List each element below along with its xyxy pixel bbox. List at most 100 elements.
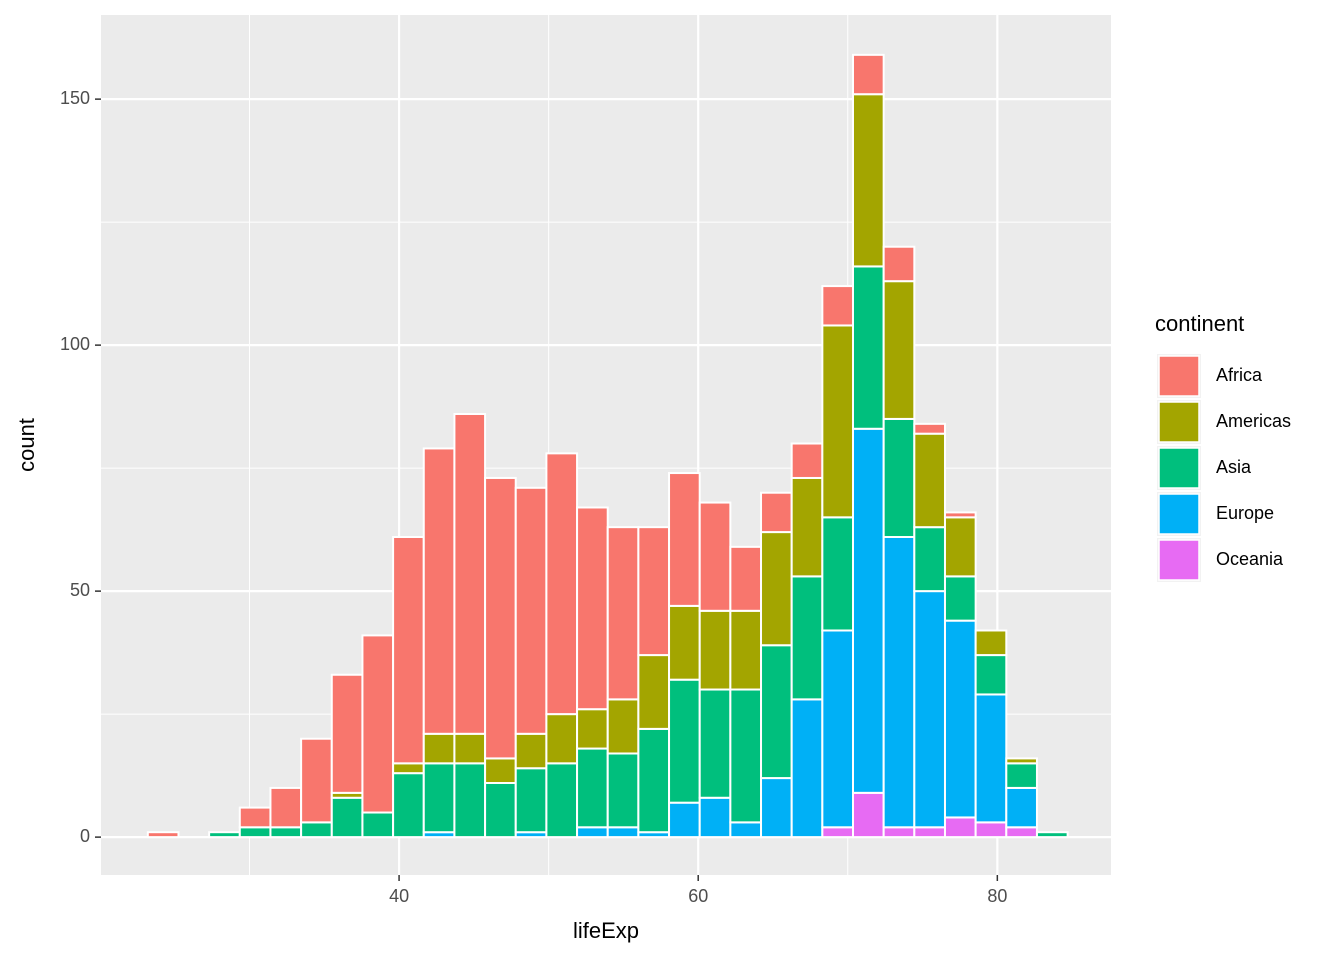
bar [882,280,916,420]
bar [1005,757,1038,765]
bar [974,629,1008,657]
legend-swatch [1158,493,1200,535]
bar [698,688,732,799]
y-tick-label: 50 [70,580,90,600]
legend-swatch [1158,355,1200,397]
legend-label: Europe [1216,503,1274,523]
x-tick-label: 40 [389,886,409,906]
bar [943,516,977,578]
bar [576,506,609,711]
bar [576,826,609,839]
bar [484,757,517,784]
bar [943,816,977,839]
bar [882,536,916,829]
bar [852,427,885,794]
bar [637,727,671,834]
bar [760,644,793,780]
bar [422,762,456,834]
bar [790,575,824,701]
bar [852,93,885,268]
bar [668,678,701,804]
bar [974,693,1008,824]
bar [760,491,793,534]
bar [698,609,732,691]
bar [146,831,180,839]
legend-swatch [1158,539,1200,581]
bar [729,545,763,612]
bar [1005,786,1038,829]
bar [913,422,946,435]
legend-label: Africa [1216,365,1263,385]
bar [514,732,548,770]
x-tick-label: 80 [987,886,1007,906]
x-tick-label: 60 [688,886,708,906]
bar [882,417,916,539]
legend-label: Americas [1216,411,1291,431]
bar [943,575,977,622]
legend-swatch [1158,401,1200,443]
bar [300,821,333,839]
bar [913,826,946,839]
y-tick-label: 150 [60,88,90,108]
bar [790,476,824,578]
bar [637,526,671,657]
legend-title: continent [1155,311,1244,336]
bar [821,285,855,327]
bar [392,536,425,765]
bar [269,786,303,829]
legend-swatch [1158,447,1200,489]
bar [453,732,487,765]
bar [269,826,303,839]
bar [974,821,1008,839]
bar [606,698,640,755]
bar [484,476,517,760]
legend-label: Asia [1216,457,1252,477]
bar [790,698,824,839]
bar [790,442,824,479]
bar [913,432,946,529]
bar [729,821,763,839]
bar [637,654,671,730]
bar [606,526,640,701]
y-tick-label: 100 [60,334,90,354]
bar [1005,762,1038,789]
bar [606,826,640,839]
bar [821,826,855,839]
bar [1005,826,1038,839]
bar [943,619,977,819]
bar [852,791,885,839]
bar [576,747,609,829]
bar [1035,831,1069,839]
bar [514,486,548,735]
bar [882,826,916,839]
bar [545,762,579,839]
bar [698,796,732,839]
bar [729,688,763,824]
bar [238,826,272,839]
y-axis-title: count [14,418,39,472]
bar [392,772,425,839]
bar [300,737,333,824]
bar [668,472,701,607]
bar [484,781,517,839]
x-axis-title: lifeExp [573,918,639,943]
bar [208,831,241,839]
bar [330,796,364,839]
bar [668,801,701,839]
bar [238,806,272,829]
bar [361,811,395,839]
bar [913,590,946,829]
y-tick-label: 0 [80,826,90,846]
bar [514,767,548,834]
bar [545,713,579,765]
bar [821,324,855,519]
bar [760,531,793,647]
bar [545,452,579,716]
bar [668,604,701,681]
bar [729,609,763,691]
bar [392,762,425,775]
bar [913,526,946,593]
bar [698,501,732,612]
bar [422,447,456,735]
